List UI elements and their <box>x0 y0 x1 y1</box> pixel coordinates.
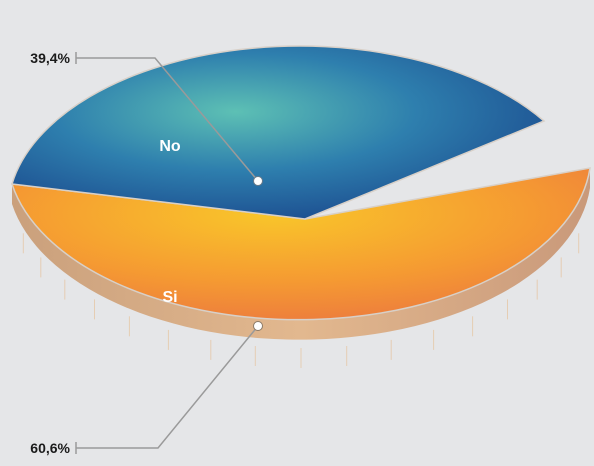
value-label-si: 60,6% <box>30 440 70 456</box>
leader-line-no <box>76 57 259 182</box>
pie-slice-no <box>11 45 546 220</box>
slice-label-no: No <box>159 138 181 155</box>
pie-slice-si <box>10 167 591 321</box>
side-ticks <box>22 233 580 368</box>
value-label-no: 39,4% <box>30 50 70 66</box>
leader-dot-si <box>253 321 263 331</box>
leader-dot-no <box>253 176 263 186</box>
slice-label-si: Si <box>162 289 177 306</box>
leader-line-si <box>76 325 259 449</box>
